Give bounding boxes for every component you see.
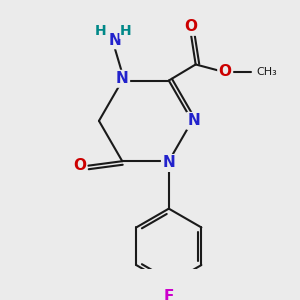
Text: O: O (219, 64, 232, 79)
Text: N: N (109, 33, 122, 48)
Text: N: N (188, 113, 200, 128)
Text: H: H (120, 24, 132, 38)
Text: N: N (162, 155, 175, 170)
Text: N: N (116, 71, 129, 86)
Text: H: H (95, 24, 106, 38)
Text: O: O (185, 19, 198, 34)
Text: O: O (73, 158, 86, 173)
Text: F: F (164, 289, 174, 300)
Text: CH₃: CH₃ (256, 67, 277, 76)
